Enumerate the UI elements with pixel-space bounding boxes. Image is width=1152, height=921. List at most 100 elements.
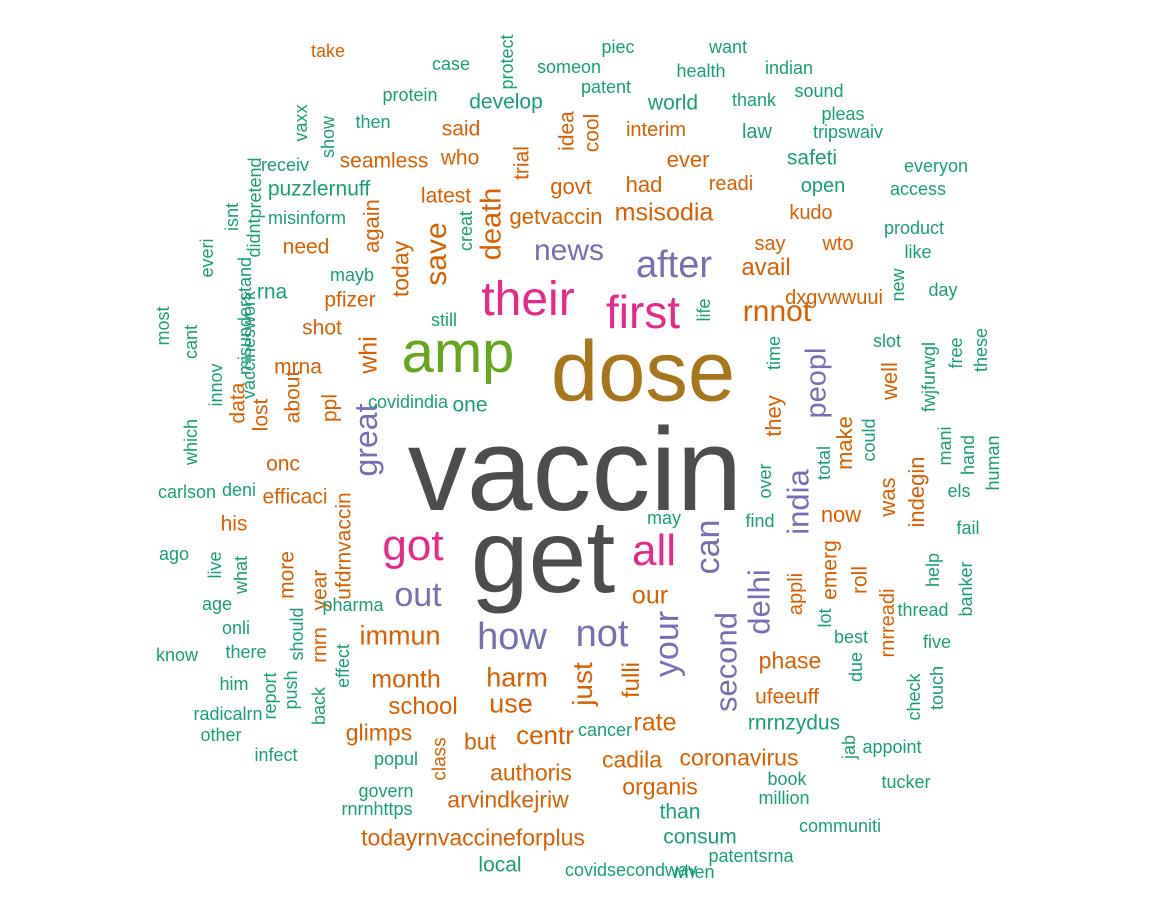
word-like: like xyxy=(904,242,932,262)
word-most: most xyxy=(153,306,173,346)
word-sound: sound xyxy=(794,81,844,101)
word-may: may xyxy=(646,508,682,528)
word-fulli: fulli xyxy=(618,661,645,699)
word-innov: innov xyxy=(206,363,226,407)
word-about: about xyxy=(281,370,305,424)
word-use: use xyxy=(489,688,533,719)
word-over: over xyxy=(755,463,775,499)
word-find: find xyxy=(745,511,775,531)
word-arvindkejriw: arvindkejriw xyxy=(447,786,569,813)
word-need: need xyxy=(282,235,330,259)
word-cancer: cancer xyxy=(577,720,633,740)
word-appli: appli xyxy=(785,572,807,616)
word-seamless: seamless xyxy=(339,149,429,173)
word-him: him xyxy=(219,674,249,694)
word-but: but xyxy=(464,728,496,755)
word-school: school xyxy=(388,693,458,720)
word-news: news xyxy=(533,234,605,267)
word-organis: organis xyxy=(622,773,698,800)
word-said: said xyxy=(441,117,481,141)
word-which: which xyxy=(181,418,201,466)
word-rnrnhttps: rnrnhttps xyxy=(341,799,413,819)
word-readi: readi xyxy=(708,173,754,195)
word-open: open xyxy=(800,175,846,197)
word-india: india xyxy=(780,469,816,535)
word-help: help xyxy=(923,552,943,588)
word-they: they xyxy=(761,395,786,437)
word-delhi: delhi xyxy=(741,569,777,635)
word-more: more xyxy=(275,551,299,599)
word-today: today xyxy=(387,240,414,298)
word-there: there xyxy=(225,642,267,662)
word-take: take xyxy=(310,41,346,61)
word-radicalrn: radicalrn xyxy=(193,704,263,724)
word-five: five xyxy=(922,632,952,652)
word-shot: shot xyxy=(302,316,342,340)
word-got: got xyxy=(382,521,444,570)
word-tripswaiv: tripswaiv xyxy=(812,122,884,142)
word-creat: creat xyxy=(456,210,476,252)
word-emerg: emerg xyxy=(818,540,842,600)
word-your: your xyxy=(648,610,686,678)
word-carlson: carlson xyxy=(157,482,217,502)
word-pretend: pretend xyxy=(245,157,265,219)
word-still: still xyxy=(431,310,457,330)
word-slot: slot xyxy=(872,331,902,351)
word-access: access xyxy=(889,179,947,199)
word-wto: wto xyxy=(822,233,854,255)
word-ufdrnvaccin: ufdrnvaccin xyxy=(332,492,356,600)
word-misinform: misinform xyxy=(267,208,347,228)
word-back: back xyxy=(309,686,329,726)
word-els: els xyxy=(947,481,971,501)
word-month: month xyxy=(371,665,441,694)
word-vaccineswork: vaccineswork xyxy=(239,290,259,400)
word-all: all xyxy=(631,526,677,575)
word-case: case xyxy=(431,54,471,74)
word-patent: patent xyxy=(580,77,632,97)
word-centr: centr xyxy=(516,720,574,750)
word-human: human xyxy=(983,435,1003,491)
word-million: million xyxy=(758,788,810,808)
word-cant: cant xyxy=(181,324,201,360)
word-how: how xyxy=(477,616,547,658)
word-dose: dose xyxy=(550,324,736,420)
word-vaccin: vaccin xyxy=(407,404,743,536)
word-mayb: mayb xyxy=(329,265,375,285)
word-popul: popul xyxy=(373,749,419,769)
word-someon: someon xyxy=(536,57,602,77)
word-kudo: kudo xyxy=(789,202,833,224)
word-indegin: indegin xyxy=(904,456,929,528)
word-pfizer: pfizer xyxy=(324,288,376,312)
word-todayrnvaccineforplus: todayrnvaccineforplus xyxy=(361,824,585,851)
word-jab: jab xyxy=(839,734,859,760)
word-pharma: pharma xyxy=(322,595,384,615)
word-death: death xyxy=(475,187,508,261)
word-than: than xyxy=(659,800,701,824)
word-one: one xyxy=(452,393,488,417)
word-want: want xyxy=(708,37,748,57)
word-make: make xyxy=(832,416,857,470)
word-due: due xyxy=(846,651,866,683)
word-had: had xyxy=(625,172,663,197)
word-rnnot: rnnot xyxy=(742,295,812,328)
word-again: again xyxy=(359,199,384,253)
word-second: second xyxy=(708,612,744,712)
word-govern: govern xyxy=(358,781,414,801)
word-idea: idea xyxy=(555,111,579,151)
word-thank: thank xyxy=(731,90,777,110)
word-should: should xyxy=(287,607,307,661)
word-patentsrna: patentsrna xyxy=(708,846,794,866)
word-onc: onc xyxy=(266,452,300,476)
word-ppl: ppl xyxy=(318,393,342,423)
word-rate: rate xyxy=(633,708,677,737)
word-time: time xyxy=(764,335,784,371)
word-who: who xyxy=(440,146,480,170)
word-rna: rna xyxy=(256,280,288,304)
word-efficaci: efficaci xyxy=(262,485,328,509)
word-harm: harm xyxy=(486,662,548,693)
word-deni: deni xyxy=(221,480,257,500)
word-latest: latest xyxy=(420,184,472,208)
word-everi: everi xyxy=(197,238,217,278)
word-book: book xyxy=(767,769,807,789)
